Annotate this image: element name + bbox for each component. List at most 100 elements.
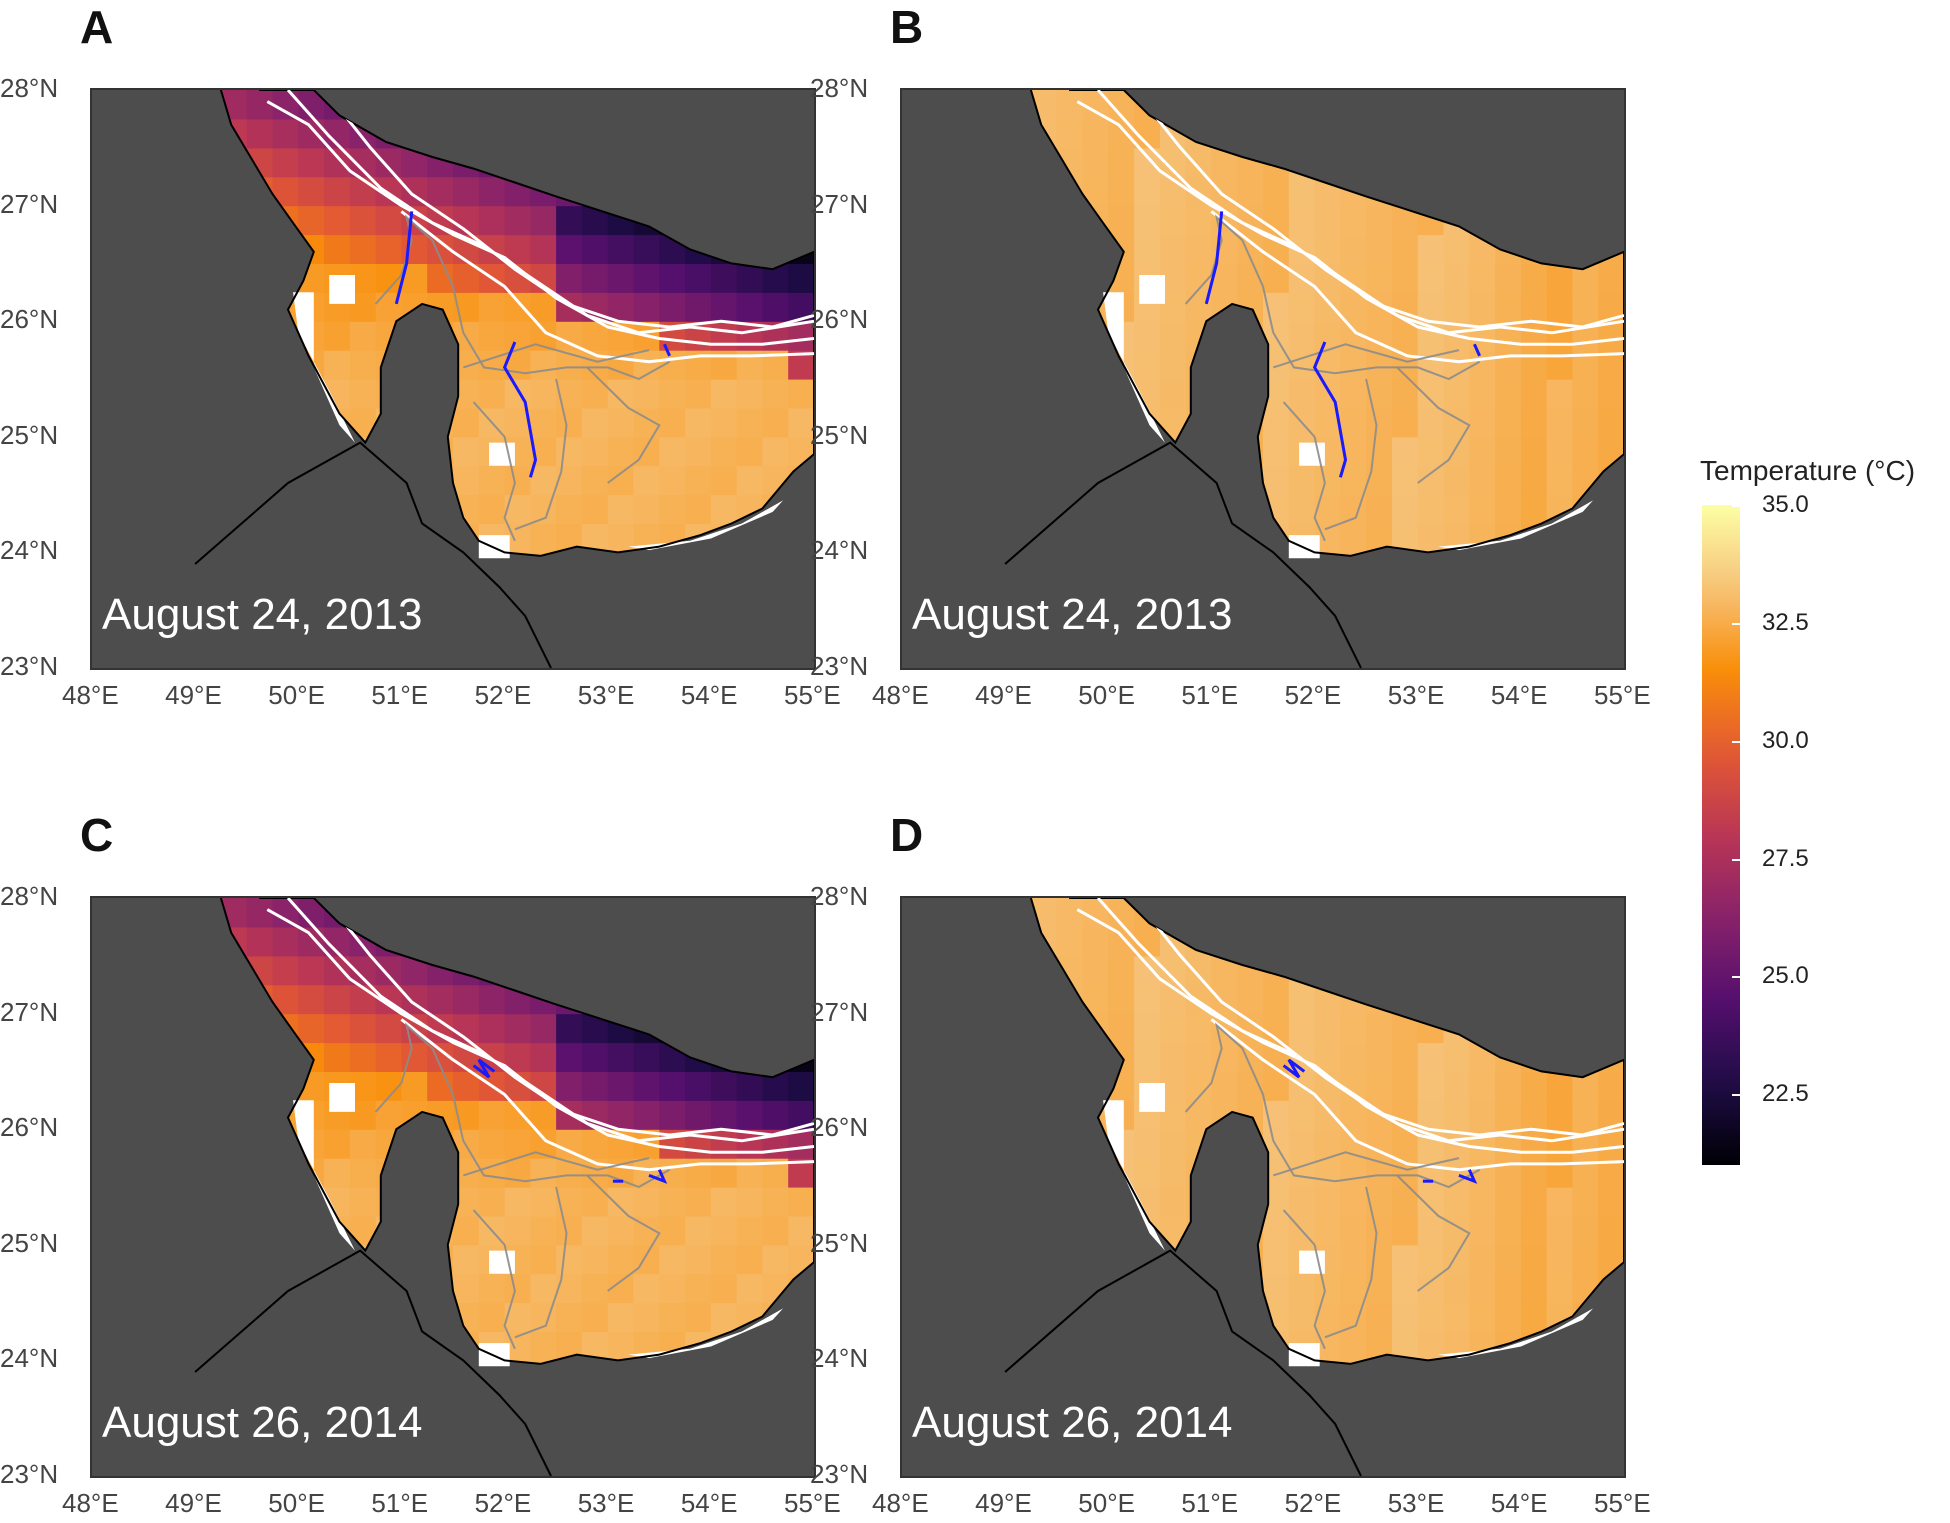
sst-cell: [1082, 926, 1109, 957]
coastline: [219, 90, 814, 557]
sst-cell: [1598, 263, 1624, 293]
sst-cell: [1366, 436, 1393, 467]
sst-cell: [710, 436, 738, 467]
sst-cell: [272, 147, 299, 178]
track-line: [1396, 366, 1471, 484]
sst-cell: [633, 465, 660, 496]
no-data-area: [478, 535, 510, 559]
sst-cell: [556, 1013, 583, 1044]
sst-cell: [788, 407, 814, 438]
sst-cell: [685, 1244, 712, 1275]
sst-cell: [298, 118, 325, 149]
sst-cell: [324, 205, 351, 236]
sst-cell: [1443, 1042, 1470, 1072]
sst-cell: [478, 984, 506, 1015]
sst-cell: [1340, 1042, 1367, 1072]
no-data-area: [1288, 535, 1320, 559]
sst-cell: [1288, 1129, 1316, 1159]
track-line: [586, 1174, 661, 1292]
sst-cell: [1469, 1215, 1496, 1246]
sst-cell: [478, 1013, 506, 1044]
sst-cell: [1108, 926, 1135, 957]
sst-cell: [1520, 465, 1548, 496]
track-line: [462, 1140, 671, 1189]
sst-cell: [556, 1273, 583, 1304]
sst-cell: [1288, 205, 1316, 236]
sst-cell: [1417, 292, 1445, 322]
sst-cell: [633, 292, 660, 322]
sst-cell: [349, 321, 377, 351]
longitude-tick-label: 49°E: [165, 1488, 222, 1518]
track-line: [1396, 1174, 1471, 1292]
sst-cell: [659, 407, 686, 438]
sst-cell: [1263, 436, 1290, 467]
sst-cell: [762, 1187, 789, 1217]
legend-tick-label: 27.5: [1762, 844, 1809, 872]
sst-cell: [1417, 1244, 1445, 1275]
highlighted-track: [394, 211, 414, 305]
sst-cell: [762, 292, 789, 322]
date-label: August 26, 2014: [102, 1398, 423, 1447]
sst-cell: [1598, 407, 1624, 438]
sst-cell: [1340, 1187, 1367, 1217]
legend-tick-label: 30.0: [1762, 726, 1809, 754]
legend-tick-mark: [1732, 740, 1740, 743]
latitude-tick-label: 26°N: [810, 1112, 869, 1143]
sst-cell: [736, 292, 763, 322]
sst-cell: [710, 465, 738, 496]
sst-cell: [349, 205, 377, 236]
no-data-area: [478, 1343, 510, 1367]
sst-cell: [659, 379, 686, 409]
sst-cell: [1520, 1302, 1548, 1333]
sst-cell: [1546, 436, 1573, 467]
sst-cell: [659, 436, 686, 467]
sst-cell: [581, 1244, 609, 1275]
latitude-tick-label: 24°N: [0, 535, 59, 566]
sst-cell: [1469, 292, 1496, 322]
latitude-tick-label: 26°N: [0, 304, 59, 335]
sst-cell: [1417, 494, 1445, 525]
sst-cell: [349, 350, 377, 380]
sst-cell: [1314, 1158, 1341, 1188]
map-panel-b: B August 24, 2013 28°N 27°N 26°N 25°N 24°N 23°N…: [810, 0, 1651, 715]
sst-cell: [324, 984, 351, 1015]
sst-cell: [581, 494, 609, 525]
sst-cell: [504, 1013, 531, 1044]
highlighted-track: [648, 1169, 668, 1184]
sst-cell: [1159, 984, 1187, 1015]
sst-cell: [246, 898, 274, 928]
sst-cell: [556, 465, 583, 496]
sst-cell: [530, 234, 557, 264]
sst-cell: [375, 1100, 402, 1130]
sst-cell: [1159, 1042, 1187, 1072]
track-line: [1272, 332, 1481, 381]
border-line: [194, 441, 552, 668]
sst-cell: [504, 1273, 531, 1304]
sst-cell: [1340, 1100, 1367, 1130]
sst-cell: [530, 1215, 557, 1246]
map-area: August 24, 2013: [900, 88, 1626, 670]
panel-letter: D: [890, 809, 924, 861]
depth-contour: [1138, 902, 1624, 1137]
sst-cell: [1134, 176, 1161, 207]
sst-cell: [453, 465, 480, 496]
depth-contour: [328, 94, 814, 329]
animal-tracks: [374, 1022, 671, 1350]
sst-cell: [530, 407, 557, 438]
sst-cell: [1546, 379, 1573, 409]
sst-cell: [1159, 1129, 1187, 1159]
sst-cell: [1340, 523, 1367, 553]
sst-cell: [1572, 1100, 1599, 1130]
sst-cell: [607, 523, 635, 553]
sst-cell: [1082, 90, 1109, 120]
sst-cell: [1443, 292, 1470, 322]
sst-cell: [1572, 292, 1599, 322]
track-line: [462, 343, 650, 369]
sst-cell: [1366, 1013, 1393, 1044]
sst-cell: [633, 1273, 660, 1304]
sst-cell: [1546, 1071, 1573, 1101]
sst-cell: [1159, 1013, 1187, 1044]
depth-contour: [286, 90, 814, 335]
longitude-tick-label: 55°E: [784, 680, 841, 710]
map-canvas: [92, 90, 814, 668]
